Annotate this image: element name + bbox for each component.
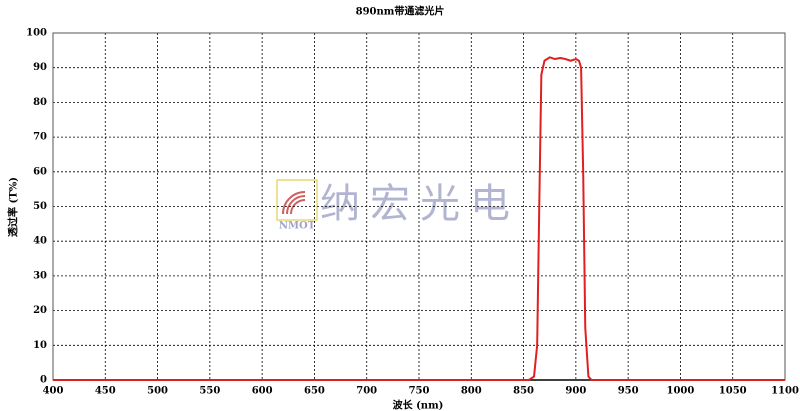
x-tick-label: 1050 [719, 386, 747, 397]
x-tick-label: 1100 [771, 386, 799, 397]
x-tick-label: 800 [461, 386, 482, 397]
y-tick-label: 80 [33, 97, 47, 108]
y-tick-label: 50 [33, 201, 47, 212]
x-tick-label: 950 [618, 386, 639, 397]
x-tick-label: 750 [409, 386, 430, 397]
y-tick-label: 100 [26, 28, 47, 39]
y-tick-label: 90 [33, 62, 47, 73]
logo-text: NMOT [279, 221, 316, 232]
x-tick-label: 700 [356, 386, 377, 397]
x-tick-label: 900 [565, 386, 586, 397]
watermark: 纳宏光电 [320, 181, 520, 227]
y-tick-label: 0 [40, 375, 47, 386]
x-tick-label: 400 [43, 386, 64, 397]
y-tick-label: 10 [33, 340, 47, 351]
x-tick-label: 500 [147, 386, 168, 397]
x-tick-label: 600 [252, 386, 273, 397]
x-tick-label: 650 [304, 386, 325, 397]
y-tick-label: 20 [33, 305, 47, 316]
x-axis-label: 波长 (nm) [393, 399, 444, 411]
x-tick-label: 1000 [667, 386, 695, 397]
y-tick-label: 40 [33, 236, 47, 247]
y-tick-label: 70 [33, 132, 47, 143]
line [53, 56, 785, 381]
x-tick-label: 450 [95, 386, 116, 397]
y-axis-label: 透过率 (T%) [7, 177, 20, 237]
logo-arcs [282, 191, 306, 215]
logo-box [276, 179, 318, 221]
watermark-logo: NMOT [276, 179, 318, 232]
x-tick-label: 550 [199, 386, 220, 397]
chart-title: 890nm带通滤光片 [356, 5, 445, 18]
x-tick-label: 850 [513, 386, 534, 397]
y-tick-label: 30 [33, 270, 47, 281]
y-tick-label: 60 [33, 166, 47, 177]
